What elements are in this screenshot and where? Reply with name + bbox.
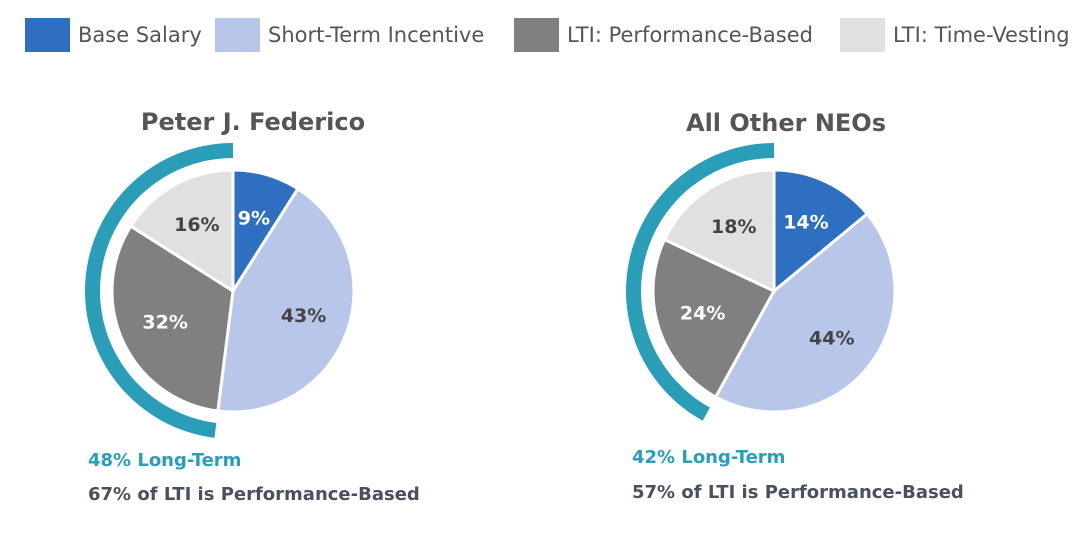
slice-label: 18% — [711, 216, 756, 238]
annotation: 48% Long-Term — [88, 450, 241, 471]
legend-label: LTI: Time-Vesting — [893, 23, 1070, 47]
legend-label: LTI: Performance-Based — [567, 23, 813, 47]
annotation: 42% Long-Term — [632, 447, 785, 468]
long-term-ring — [626, 143, 774, 421]
pie-slice — [772, 168, 870, 295]
chart-title: Peter J. Federico — [141, 108, 365, 136]
pie-slice — [713, 211, 897, 414]
pie-slice — [216, 186, 356, 414]
annotation: 57% of LTI is Performance-Based — [632, 482, 964, 503]
slice-label: 16% — [174, 214, 219, 236]
annotation: 67% of LTI is Performance-Based — [88, 484, 420, 505]
legend-swatch — [514, 18, 559, 52]
legend-swatch — [215, 18, 260, 52]
slice-label: 24% — [680, 303, 725, 325]
legend-swatch — [840, 18, 885, 52]
chart-title: All Other NEOs — [686, 109, 886, 137]
slice-label: 14% — [783, 212, 828, 234]
legend-swatch — [25, 18, 70, 52]
pie-slice — [651, 237, 777, 400]
legend-label: Short-Term Incentive — [268, 23, 484, 47]
long-term-ring — [84, 143, 234, 438]
slice-label: 43% — [281, 305, 326, 327]
slice-label: 9% — [238, 207, 270, 229]
slice-label: 32% — [142, 311, 187, 333]
slice-label: 44% — [809, 327, 854, 349]
pie-slice — [128, 168, 235, 294]
pie-slice — [662, 168, 776, 294]
legend-label: Base Salary — [78, 23, 202, 47]
